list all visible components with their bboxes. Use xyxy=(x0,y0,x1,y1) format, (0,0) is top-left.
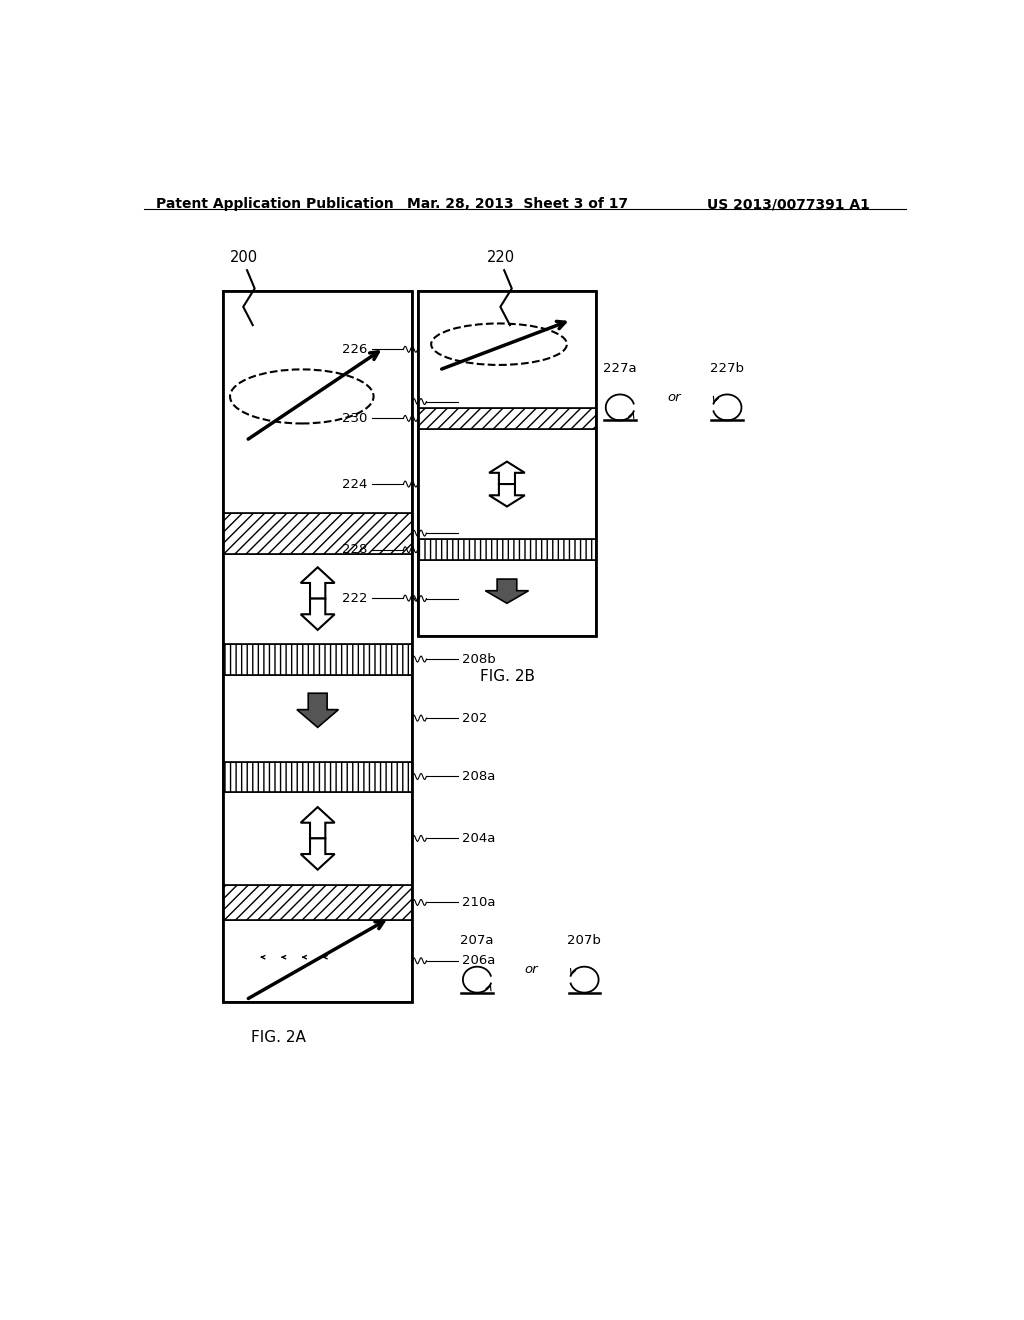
Text: or: or xyxy=(668,391,681,404)
Bar xyxy=(223,512,412,554)
Text: 208b: 208b xyxy=(462,652,496,665)
Bar xyxy=(223,920,412,1002)
Text: 204a: 204a xyxy=(462,832,496,845)
Text: 207a: 207a xyxy=(461,935,494,948)
Text: 226: 226 xyxy=(342,343,368,356)
Bar xyxy=(223,762,412,792)
Bar xyxy=(223,290,412,1002)
Bar xyxy=(223,644,412,675)
Bar xyxy=(418,540,596,560)
Polygon shape xyxy=(301,568,335,598)
Polygon shape xyxy=(301,807,335,838)
Bar xyxy=(223,792,412,884)
Text: 206b: 206b xyxy=(462,395,496,408)
Text: 207b: 207b xyxy=(567,935,601,948)
Text: or: or xyxy=(524,964,538,975)
Polygon shape xyxy=(297,693,339,727)
Text: US 2013/0077391 A1: US 2013/0077391 A1 xyxy=(708,197,870,211)
Text: 204b: 204b xyxy=(462,593,496,605)
Bar xyxy=(223,884,412,920)
Text: 206a: 206a xyxy=(462,954,496,968)
Bar xyxy=(418,290,596,636)
Text: 202: 202 xyxy=(462,711,487,725)
Bar xyxy=(418,408,596,429)
Bar xyxy=(223,290,412,512)
Text: 210a: 210a xyxy=(462,896,496,909)
Text: 210b: 210b xyxy=(462,527,496,540)
Text: FIG. 2A: FIG. 2A xyxy=(251,1030,306,1045)
Text: Patent Application Publication: Patent Application Publication xyxy=(156,197,393,211)
Text: Mar. 28, 2013  Sheet 3 of 17: Mar. 28, 2013 Sheet 3 of 17 xyxy=(408,197,629,211)
Polygon shape xyxy=(485,579,528,603)
Text: 227a: 227a xyxy=(603,362,637,375)
Text: 227b: 227b xyxy=(711,362,744,375)
Text: 222: 222 xyxy=(342,591,368,605)
Polygon shape xyxy=(301,598,335,630)
Text: 220: 220 xyxy=(486,249,515,265)
Text: 224: 224 xyxy=(342,478,368,491)
Bar xyxy=(418,290,596,408)
Bar xyxy=(223,675,412,762)
Polygon shape xyxy=(489,484,524,507)
Text: 228: 228 xyxy=(342,544,368,556)
Bar xyxy=(223,554,412,644)
Text: 200: 200 xyxy=(229,249,258,265)
Text: FIG. 2B: FIG. 2B xyxy=(480,669,535,684)
Polygon shape xyxy=(489,462,524,484)
Bar xyxy=(418,429,596,540)
Bar xyxy=(418,560,596,636)
Text: 208a: 208a xyxy=(462,770,496,783)
Polygon shape xyxy=(301,838,335,870)
Text: 230: 230 xyxy=(342,412,368,425)
